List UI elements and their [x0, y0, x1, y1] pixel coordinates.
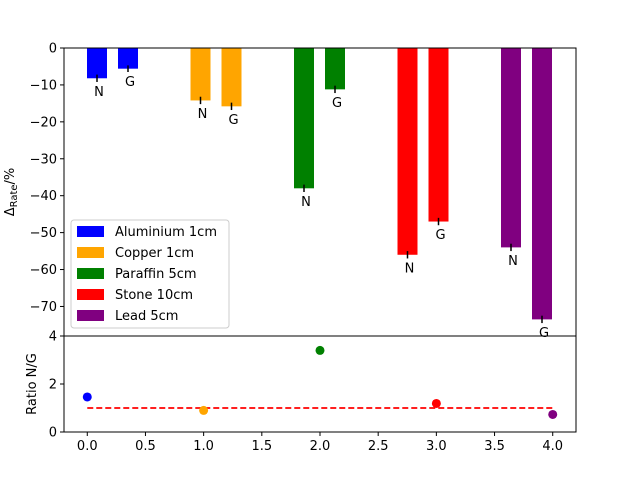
y-tick-label-bottom: 4	[49, 330, 57, 345]
bar-label-3-g: G	[435, 228, 445, 243]
y-tick-label-top: 0	[49, 42, 57, 57]
legend-swatch-4	[77, 310, 104, 321]
ratio-point-1	[199, 405, 209, 415]
bar-4-g	[532, 48, 552, 320]
legend-swatch-1	[77, 247, 104, 258]
legend-label-4: Lead 5cm	[115, 309, 178, 324]
bar-2-n	[294, 48, 314, 189]
y-tick-label-top: −30	[30, 152, 57, 167]
y-tick-label-top: −20	[30, 115, 57, 130]
legend-swatch-2	[77, 268, 104, 279]
bar-label-2-n: N	[301, 195, 311, 210]
y-tick-label-top: −40	[30, 189, 57, 204]
bar-2-g	[325, 48, 345, 90]
y-tick-label-top: −60	[30, 263, 57, 278]
y-tick-label-bottom: 0	[49, 426, 57, 441]
legend-label-0: Aluminium 1cm	[115, 225, 217, 240]
bar-label-1-n: N	[198, 107, 208, 122]
bar-1-n	[190, 48, 211, 101]
y-tick-label-top: −10	[30, 78, 57, 93]
y-axis-label-delta: Δ	[3, 207, 18, 216]
bar-0-n	[87, 48, 107, 79]
x-tick-label-bottom: 0.5	[135, 439, 156, 454]
x-tick-label-bottom: 4.0	[542, 439, 563, 454]
bar-label-1-g: G	[228, 113, 238, 128]
bar-3-g	[428, 48, 449, 222]
x-tick-label-bottom: 3.5	[484, 439, 505, 454]
bar-chart-panel: N G N G N G N G N G 0 −10 −20 −30 −40 −50 −60 −70 ΔRate/% A…	[3, 42, 577, 341]
bar-label-3-n: N	[405, 261, 415, 276]
x-tick-label-bottom: 1.0	[193, 439, 214, 454]
bar-label-2-g: G	[332, 96, 342, 111]
legend-swatch-3	[77, 289, 104, 300]
x-tick-label-bottom: 3.0	[426, 439, 447, 454]
y-tick-label-top: −70	[30, 300, 57, 315]
y-tick-label-top: −50	[30, 226, 57, 241]
x-tick-label-bottom: 2.0	[310, 439, 331, 454]
ratio-point-2	[315, 345, 325, 355]
ratio-point-4	[548, 409, 558, 419]
y-tick-label-bottom: 2	[49, 378, 57, 393]
ratio-point-0	[82, 392, 92, 402]
y-axis-label-bottom: Ratio N/G	[25, 353, 40, 415]
x-tick-label-bottom: 2.5	[368, 439, 389, 454]
y-axis-label-unit: /%	[3, 168, 18, 185]
y-axis-label-top: ΔRate/%	[3, 168, 20, 217]
bar-label-4-n: N	[508, 254, 518, 269]
bar-0-g	[118, 48, 138, 69]
bar-1-g	[221, 48, 242, 107]
legend-label-2: Paraffin 5cm	[115, 267, 197, 282]
legend-box	[70, 219, 230, 329]
x-tick-label-bottom: 0.0	[77, 439, 98, 454]
legend-swatch-0	[77, 226, 104, 237]
bar-4-n	[501, 48, 521, 248]
x-tick-label-bottom: 1.5	[251, 439, 272, 454]
legend-label-1: Copper 1cm	[115, 246, 194, 261]
bar-label-0-g: G	[125, 75, 135, 90]
ratio-point-3	[431, 398, 441, 408]
bar-label-0-n: N	[94, 85, 104, 100]
bar-3-n	[397, 48, 418, 255]
y-axis-label-subscript: Rate	[9, 184, 20, 207]
bar-label-4-g: G	[539, 326, 549, 341]
ratio-scatter-panel: 0.0 0.5 1.0 1.5 2.0 2.5 3.0 3.5 4.0 0 2 4 Ratio N/G	[25, 330, 577, 454]
legend-label-3: Stone 10cm	[115, 288, 193, 303]
